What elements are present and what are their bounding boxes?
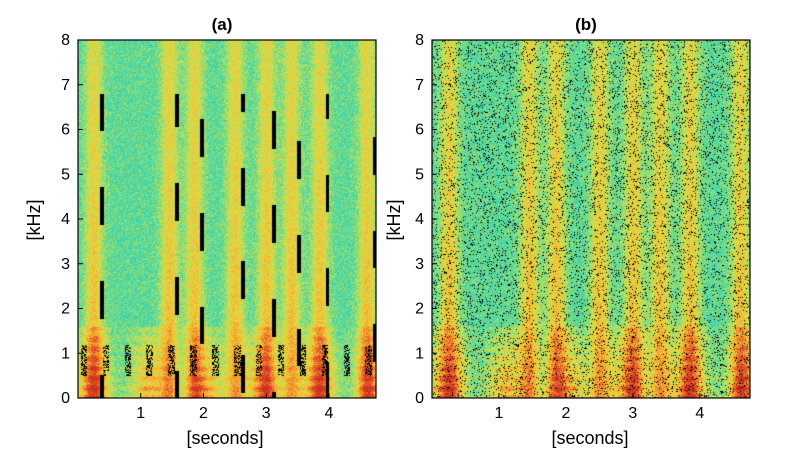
y-tick-label: 5 <box>61 166 70 183</box>
y-tick-label: 8 <box>61 32 70 49</box>
y-tick-label: 0 <box>61 390 70 407</box>
panel-b-xlabel: [seconds] <box>551 428 628 448</box>
x-tick-label: 3 <box>628 405 637 422</box>
x-tick-label: 2 <box>199 405 208 422</box>
y-tick-label: 2 <box>61 301 70 318</box>
y-tick-label: 4 <box>415 211 424 228</box>
y-tick-label: 8 <box>415 32 424 49</box>
panel-b-ylabel: [kHz] <box>384 199 404 240</box>
x-tick-label: 2 <box>561 405 570 422</box>
y-tick-label: 3 <box>415 256 424 273</box>
panel-a-xlabel: [seconds] <box>186 428 263 448</box>
x-tick-label: 4 <box>324 405 333 422</box>
y-tick-label: 4 <box>61 211 70 228</box>
x-tick-label: 1 <box>494 405 503 422</box>
panel-b: (b) 0 1 2 3 4 5 6 7 8 1 2 3 4 [seconds] [kHz] <box>384 15 751 448</box>
panel-a-ylabel: [kHz] <box>24 199 44 240</box>
panel-a-spectrogram <box>78 40 376 398</box>
y-tick-label: 3 <box>61 256 70 273</box>
panel-b-spectrogram <box>432 40 750 398</box>
panel-a-ticks: 0 1 2 3 4 5 6 7 8 1 2 3 4 <box>61 32 333 422</box>
y-tick-label: 7 <box>61 77 70 94</box>
panel-a-title: (a) <box>212 15 233 34</box>
panel-a: (a) 0 1 2 3 4 5 6 7 8 1 2 3 4 [seconds] [kHz] <box>24 15 377 448</box>
x-tick-label: 3 <box>262 405 271 422</box>
panel-b-ticks: 0 1 2 3 4 5 6 7 8 1 2 3 4 <box>415 32 704 422</box>
y-tick-label: 2 <box>415 301 424 318</box>
y-tick-label: 5 <box>415 166 424 183</box>
y-tick-label: 1 <box>415 345 424 362</box>
y-tick-label: 1 <box>61 345 70 362</box>
y-tick-label: 6 <box>415 122 424 139</box>
panel-b-title: (b) <box>575 15 597 34</box>
x-tick-label: 4 <box>695 405 704 422</box>
y-tick-label: 7 <box>415 77 424 94</box>
x-tick-label: 1 <box>136 405 145 422</box>
y-tick-label: 6 <box>61 122 70 139</box>
y-tick-label: 0 <box>415 390 424 407</box>
